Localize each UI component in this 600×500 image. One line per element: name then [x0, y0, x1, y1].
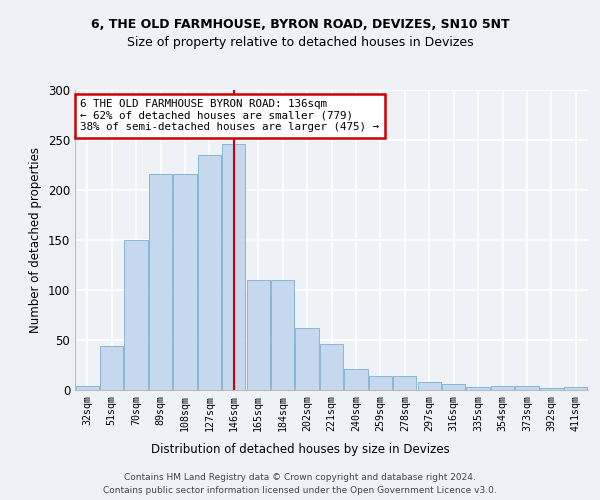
Bar	[564, 387, 587, 390]
Text: 6, THE OLD FARMHOUSE, BYRON ROAD, DEVIZES, SN10 5NT: 6, THE OLD FARMHOUSE, BYRON ROAD, DEVIZE…	[91, 18, 509, 30]
Bar	[540, 388, 563, 390]
Text: Size of property relative to detached houses in Devizes: Size of property relative to detached ho…	[127, 36, 473, 49]
Y-axis label: Number of detached properties: Number of detached properties	[29, 147, 43, 333]
Bar	[320, 344, 343, 390]
Text: Distribution of detached houses by size in Devizes: Distribution of detached houses by size …	[151, 442, 449, 456]
Bar	[369, 376, 392, 390]
Bar	[271, 280, 294, 390]
Bar	[149, 174, 172, 390]
Bar	[442, 384, 465, 390]
Bar	[344, 369, 368, 390]
Bar	[222, 144, 245, 390]
Bar	[295, 328, 319, 390]
Bar	[491, 386, 514, 390]
Text: 6 THE OLD FARMHOUSE BYRON ROAD: 136sqm
← 62% of detached houses are smaller (779: 6 THE OLD FARMHOUSE BYRON ROAD: 136sqm ←…	[80, 99, 379, 132]
Text: Contains HM Land Registry data © Crown copyright and database right 2024.: Contains HM Land Registry data © Crown c…	[124, 472, 476, 482]
Bar	[173, 174, 197, 390]
Bar	[124, 240, 148, 390]
Bar	[515, 386, 539, 390]
Bar	[198, 155, 221, 390]
Bar	[247, 280, 270, 390]
Bar	[100, 346, 123, 390]
Bar	[466, 387, 490, 390]
Bar	[418, 382, 441, 390]
Bar	[76, 386, 99, 390]
Text: Contains public sector information licensed under the Open Government Licence v3: Contains public sector information licen…	[103, 486, 497, 495]
Bar	[393, 376, 416, 390]
